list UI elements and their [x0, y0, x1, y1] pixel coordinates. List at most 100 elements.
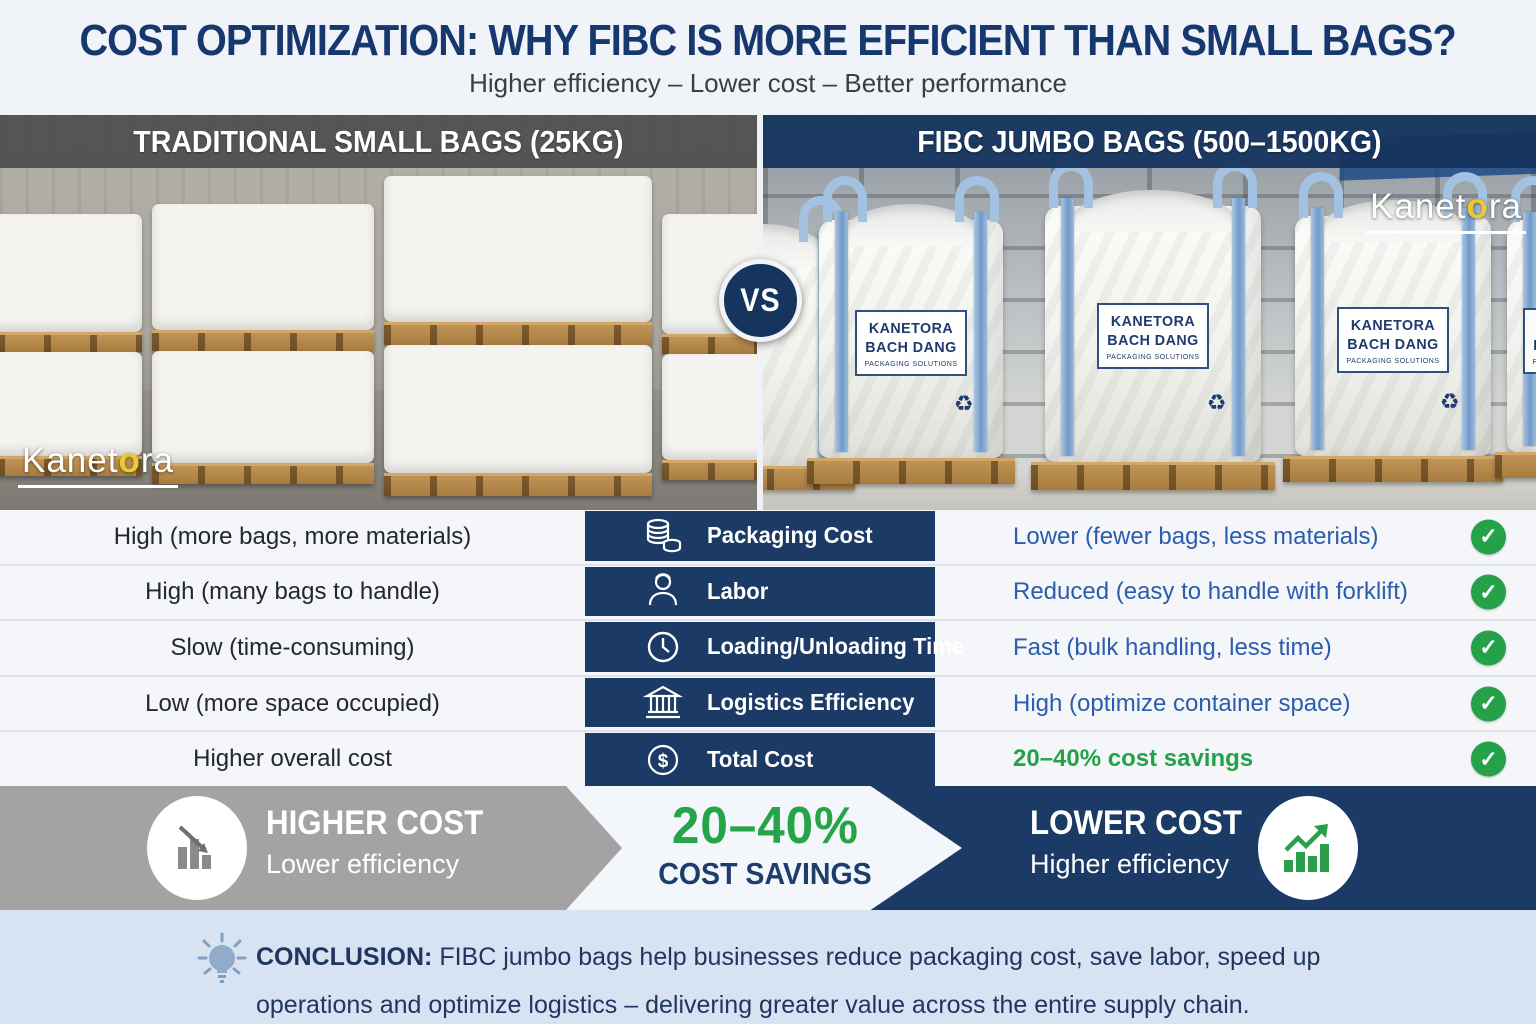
panel-title-bar-small-bags: TRADITIONAL SMALL BAGS (25KG)	[0, 115, 757, 168]
pallet	[1031, 462, 1275, 490]
table-row: High (more bags, more materials) Packagi…	[0, 510, 1536, 566]
bank-icon	[643, 685, 683, 718]
logo-text: ra	[140, 441, 174, 480]
fibc-bag: KANETORA BACH DANG PACKAGING SOLUTIONS ♻	[819, 176, 1003, 458]
fibc-value: Lower (fewer bags, less materials) ✓	[935, 510, 1536, 564]
kanetora-logo: Kanetora	[18, 441, 178, 488]
fibc-value-text: High (optimize container space)	[1013, 689, 1351, 717]
lower-cost-title: LOWER COST	[1030, 804, 1243, 842]
comparison-table: High (more bags, more materials) Packagi…	[0, 510, 1536, 786]
conclusion-section: CONCLUSION: FIBC jumbo bags help busines…	[0, 910, 1536, 1024]
logo-text: ra	[1488, 187, 1522, 226]
bag-label: KANETORA BACH DANG PACKAGING SOLUTIONS	[1097, 303, 1209, 369]
criterion-cell: Labor	[585, 566, 935, 617]
check-icon: ✓	[1471, 519, 1506, 555]
bag-label-tagline: PACKAGING SOLUTIONS	[1346, 357, 1440, 365]
logo-text-accent: o	[118, 441, 141, 480]
kanetora-logo: Kanetora	[1366, 187, 1526, 234]
vs-label: VS	[740, 282, 781, 318]
lower-cost-sub: Higher efficiency	[1030, 849, 1230, 879]
table-row: High (many bags to handle) Labor Reduced…	[0, 565, 1536, 622]
panel-title-jumbo-bags: FIBC JUMBO BAGS (500–1500KG)	[917, 123, 1382, 159]
declining-chart-icon	[147, 796, 247, 900]
criterion-label: Loading/Unloading Time	[707, 633, 965, 660]
recycle-icon: ♻	[1439, 388, 1460, 414]
bag-label-name: BACH DANG	[1347, 335, 1439, 353]
table-row: Slow (time-consuming) Loading/Unloading …	[0, 621, 1536, 677]
bag-label-name: BACH DANG	[1107, 332, 1199, 350]
savings-percent: 20–40%	[671, 797, 859, 855]
pallet	[1495, 452, 1536, 478]
conclusion-body: FIBC jumbo bags help businesses reduce p…	[256, 943, 1321, 1019]
bag-stack	[662, 214, 757, 480]
comparison-photos: TRADITIONAL SMALL BAGS (25KG) Kanetora K…	[0, 115, 1536, 510]
fibc-value-text: Lower (fewer bags, less materials)	[1013, 522, 1379, 550]
criterion-cell: Packaging Cost	[585, 511, 935, 561]
bag-stack	[0, 214, 142, 476]
check-icon: ✓	[1471, 630, 1506, 666]
fibc-value-text: Fast (bulk handling, less time)	[1013, 633, 1332, 661]
bag-label-brand: KANETORA	[868, 320, 954, 338]
criterion-cell: Logistics Efficiency	[585, 677, 935, 728]
table-row: Higher overall cost $ Total Cost 20–40% …	[0, 732, 1536, 786]
clock-icon	[647, 631, 679, 663]
page-subtitle: Higher efficiency – Lower cost – Better …	[469, 68, 1067, 98]
person-icon	[648, 573, 678, 606]
recycle-icon: ♻	[1206, 390, 1227, 416]
panel-jumbo-bags: KANETORA BACH DANG PACKAGING SOLUTIONS ♻…	[763, 115, 1536, 510]
savings-label: COST SAVINGS	[658, 856, 872, 891]
panel-title-bar-jumbo-bags: FIBC JUMBO BAGS (500–1500KG)	[763, 115, 1536, 168]
verdict-strip: HIGHER COST Lower efficiency 20–40% COST…	[0, 786, 1536, 910]
table-row: Low (more space occupied) Logistics Effi…	[0, 676, 1536, 733]
coins-icon	[646, 518, 682, 553]
fibc-value: High (optimize container space) ✓	[935, 677, 1536, 731]
fibc-value: Fast (bulk handling, less time) ✓	[935, 621, 1536, 675]
cost-savings-block: 20–40% COST SAVINGS	[620, 796, 910, 892]
criterion-label: Total Cost	[707, 746, 814, 773]
rising-chart-icon	[1258, 796, 1358, 900]
panel-title-small-bags: TRADITIONAL SMALL BAGS (25KG)	[133, 123, 624, 159]
logo-text: Kanet	[1370, 187, 1467, 226]
bag-label-name: BACH DANG	[865, 339, 957, 357]
logo-text: Kanet	[22, 441, 119, 480]
bag-label-brand: KANETORA	[1110, 313, 1196, 331]
conclusion-label: CONCLUSION:	[256, 943, 433, 971]
page-title: COST OPTIMIZATION: WHY FIBC IS MORE EFFI…	[79, 16, 1457, 65]
logo-text-accent: o	[1466, 187, 1489, 226]
bag-stack	[152, 204, 374, 484]
fibc-bag: KANETORA BACH DANG PACKAGING SOLUTIONS	[1507, 176, 1536, 452]
fibc-value: Reduced (easy to handle with forklift) ✓	[935, 566, 1536, 620]
criterion-label: Labor	[707, 577, 769, 604]
lightbulb-icon	[196, 932, 248, 999]
higher-cost-title: HIGHER COST	[266, 804, 484, 842]
header: COST OPTIMIZATION: WHY FIBC IS MORE EFFI…	[0, 0, 1536, 115]
bag-label-name: BACH DANG	[1532, 337, 1536, 356]
higher-cost-chevron	[0, 786, 622, 910]
bag-label-tagline: PACKAGING SOLUTIONS	[1106, 353, 1200, 361]
bag-label: KANETORA BACH DANG PACKAGING SOLUTIONS	[1523, 308, 1536, 374]
fibc-bag: KANETORA BACH DANG PACKAGING SOLUTIONS ♻	[1045, 162, 1261, 462]
small-bags-value: Higher overall cost	[193, 745, 392, 773]
bag-label: KANETORA BACH DANG PACKAGING SOLUTIONS	[855, 310, 967, 376]
check-icon: ✓	[1471, 741, 1506, 777]
bag-label-tagline: PACKAGING SOLUTIONS	[1532, 358, 1536, 366]
svg-text:$: $	[658, 751, 669, 772]
small-bags-value: High (many bags to handle)	[145, 578, 440, 606]
criterion-cell: Loading/Unloading Time	[585, 622, 964, 672]
lower-cost-block: LOWER COST Higher efficiency	[1030, 804, 1260, 880]
dollar-icon: $	[647, 744, 679, 775]
criterion-cell: $ Total Cost	[585, 733, 935, 786]
bag-label-tagline: PACKAGING SOLUTIONS	[864, 360, 958, 368]
vs-badge: VS	[719, 259, 802, 342]
bag-label-brand: KANETORA	[1350, 317, 1436, 335]
fibc-bag: KANETORA BACH DANG PACKAGING SOLUTIONS ♻	[1295, 172, 1491, 456]
recycle-icon: ♻	[953, 391, 974, 417]
fibc-value: 20–40% cost savings ✓	[935, 732, 1536, 786]
conclusion-text: CONCLUSION: FIBC jumbo bags help busines…	[256, 934, 1416, 1024]
check-icon: ✓	[1471, 686, 1506, 722]
pallet	[807, 458, 1015, 484]
criterion-label: Packaging Cost	[707, 522, 873, 549]
pallet	[1283, 456, 1503, 482]
higher-cost-block: HIGHER COST Lower efficiency	[266, 804, 502, 880]
